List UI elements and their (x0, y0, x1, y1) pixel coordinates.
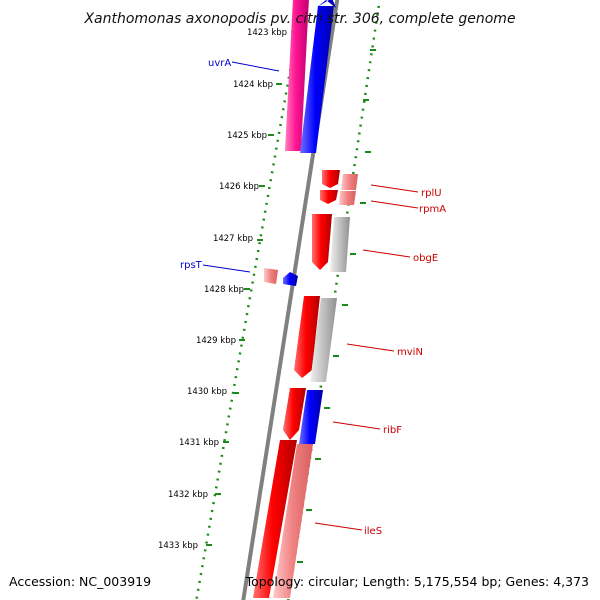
gene-rplU-partner[interactable] (341, 174, 358, 190)
gene-ileS-partner[interactable] (273, 444, 313, 598)
kbp-label-1430: 1430 kbp (187, 387, 227, 397)
gene-obgE-arrow[interactable] (312, 214, 332, 270)
gene-label-ileS[interactable]: ileS (364, 526, 382, 537)
kbp-label-1423: 1423 kbp (247, 28, 287, 38)
kbp-label-1424: 1424 kbp (233, 80, 273, 90)
genome-backbone (241, 0, 340, 600)
kbp-label-1428: 1428 kbp (204, 285, 244, 295)
gene-uvrA-arrow[interactable] (285, 0, 309, 151)
gene-ribF-arrow[interactable] (283, 388, 306, 440)
gene-label-ribF[interactable]: ribF (383, 425, 402, 436)
kbp-label-1431: 1431 kbp (179, 438, 219, 448)
kbp-label-1427: 1427 kbp (213, 234, 253, 244)
gene-label-uvrA[interactable]: uvrA (208, 58, 231, 69)
kbp-label-1433: 1433 kbp (158, 541, 198, 551)
outer-ticks (297, 49, 376, 563)
gene-rpmA-partner[interactable] (339, 191, 356, 205)
gene-label-rplU[interactable]: rplU (421, 188, 442, 199)
gene-mviN-partner[interactable] (310, 298, 337, 382)
gene-rpsT-arrow[interactable] (283, 272, 298, 286)
gene-mviN-arrow[interactable] (294, 296, 320, 378)
kbp-label-1425: 1425 kbp (227, 131, 267, 141)
gene-ribF-partner[interactable] (299, 390, 323, 444)
gene-rpsT-pseudo[interactable] (264, 268, 278, 284)
gene-uvrA-partner[interactable] (300, 6, 334, 153)
gene-obgE-partner[interactable] (330, 217, 350, 272)
gene-uvrA-head (316, 0, 336, 8)
kbp-label-1426: 1426 kbp (219, 182, 259, 192)
gene-ileS-arrow[interactable] (253, 440, 297, 598)
gene-label-rpsT[interactable]: rpsT (180, 260, 203, 271)
accession-text: Accession: NC_003919 (9, 574, 151, 589)
gene-label-rpmA[interactable]: rpmA (419, 204, 446, 215)
gene-label-obgE[interactable]: obgE (413, 253, 438, 264)
gene-rplU-arrow[interactable] (322, 170, 340, 188)
gene-label-mviN[interactable]: mviN (397, 347, 423, 358)
gene-rpmA-arrow[interactable] (320, 190, 338, 204)
kbp-label-1429: 1429 kbp (196, 336, 236, 346)
map-title: Xanthomonas axonopodis pv. citri str. 30… (83, 11, 515, 27)
kbp-label-1432: 1432 kbp (168, 490, 208, 500)
topology-text: Topology: circular; Length: 5,175,554 bp… (245, 574, 589, 589)
leader-lines (202, 61, 419, 531)
